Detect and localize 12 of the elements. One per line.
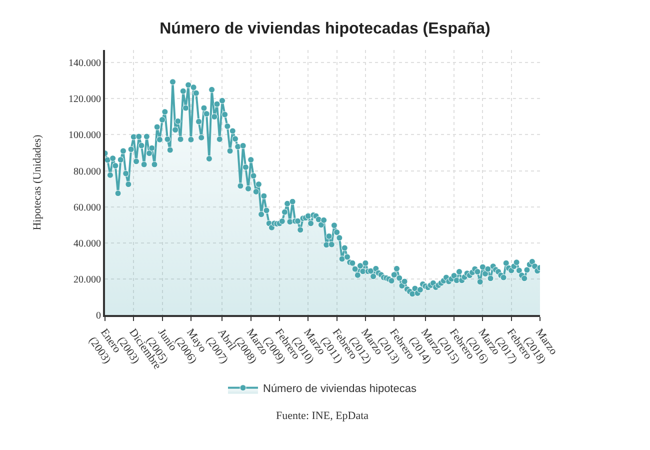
- y-tick-label: 100.000: [68, 130, 101, 142]
- y-tick-label: 60.000: [74, 202, 101, 214]
- legend-label: Número de viviendas hipotecas: [263, 383, 417, 396]
- y-tick-label: 80.000: [74, 166, 101, 178]
- y-tick-label: 40.000: [74, 238, 101, 250]
- y-tick-label: 20.000: [74, 274, 101, 286]
- y-tick-label: 120.000: [68, 94, 101, 106]
- y-tick-label: 0: [96, 310, 101, 322]
- chart-title: Número de viviendas hipotecadas (España): [160, 20, 490, 38]
- y-axis-title: Hipotecas (Unidades): [32, 134, 44, 230]
- y-tick-label: 140.000: [68, 58, 101, 70]
- source-note: Fuente: INE, EpData: [276, 410, 369, 422]
